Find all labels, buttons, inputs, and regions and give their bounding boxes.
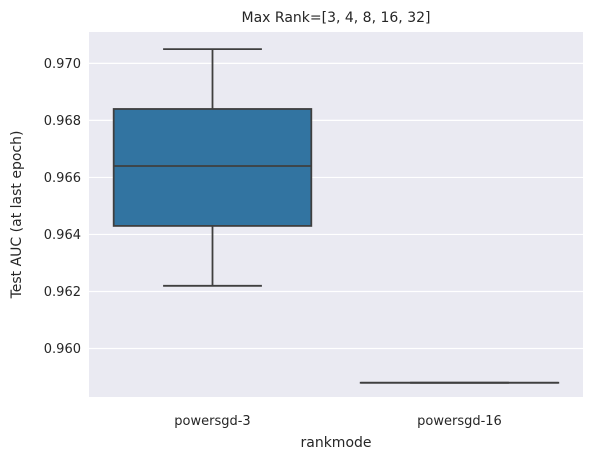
chart-title: Max Rank=[3, 4, 8, 16, 32] (242, 10, 431, 26)
x-tick-label: powersgd-16 (417, 414, 502, 429)
x-axis-label: rankmode (300, 435, 371, 451)
x-axis-ticks: powersgd-3 powersgd-16 (174, 414, 502, 429)
y-axis-label: Test AUC (at last epoch) (9, 131, 25, 300)
y-tick-label: 0.964 (44, 228, 81, 243)
box-series (112, 48, 560, 384)
y-tick-label: 0.962 (44, 285, 81, 300)
y-tick-label: 0.966 (44, 171, 81, 186)
y-axis-ticks: 0.960 0.962 0.964 0.966 0.968 0.970 (44, 57, 81, 357)
box-powersgd-3 (112, 48, 313, 287)
y-tick-label: 0.960 (44, 342, 81, 357)
y-tick-label: 0.970 (44, 57, 81, 72)
box-iqr (112, 108, 313, 227)
x-tick-label: powersgd-3 (174, 414, 250, 429)
y-tick-label: 0.968 (44, 114, 81, 129)
